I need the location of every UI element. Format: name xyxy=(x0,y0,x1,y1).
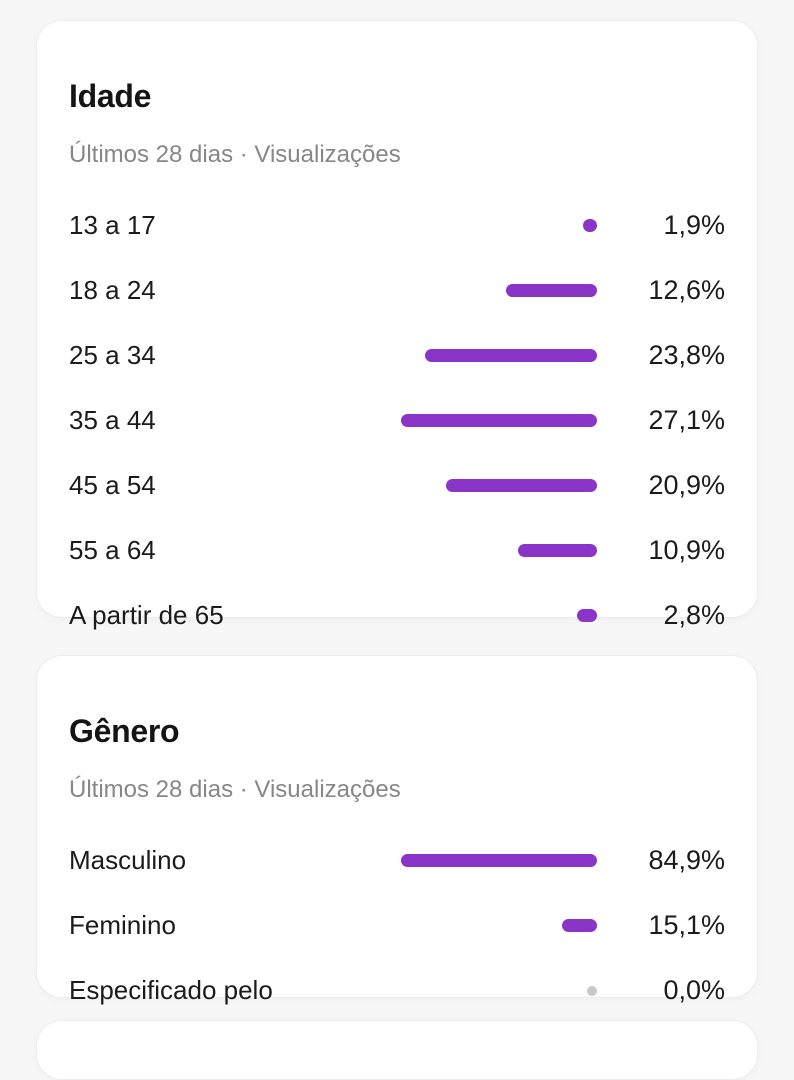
row-value-label: 1,9% xyxy=(663,210,725,241)
value-bar xyxy=(583,219,597,233)
chart-row: A partir de 65 2,8% xyxy=(69,583,725,648)
card-title-idade: Idade xyxy=(69,77,152,114)
card-subtitle-genero: Últimos 28 dias · Visualizações xyxy=(69,775,401,803)
chart-row: Especificado pelo 0,0% xyxy=(69,958,725,1023)
value-bar xyxy=(401,854,597,868)
chart-row: 25 a 34 23,8% xyxy=(69,323,725,388)
row-value-label: 10,9% xyxy=(648,535,725,566)
row-category-label: 45 a 54 xyxy=(69,470,156,501)
bar-zone xyxy=(401,284,597,298)
gender-insights-card: Gênero Últimos 28 dias · Visualizações M… xyxy=(36,655,758,1005)
age-bar-chart: 13 a 17 1,9% 18 a 24 12,6% 25 a 34 23,8% 35 a … xyxy=(69,193,725,648)
row-value-label: 20,9% xyxy=(648,470,725,501)
row-value-label: 15,1% xyxy=(648,910,725,941)
bar-zone xyxy=(401,414,597,428)
bar-zone xyxy=(401,985,597,996)
value-bar xyxy=(562,919,597,933)
row-value-label: 0,0% xyxy=(663,975,725,1006)
row-value-label: 27,1% xyxy=(648,405,725,436)
row-value-label: 23,8% xyxy=(648,340,725,371)
row-value-label: 12,6% xyxy=(648,275,725,306)
row-category-label: Feminino xyxy=(69,910,176,941)
chart-row: 45 a 54 20,9% xyxy=(69,453,725,518)
next-card-top-edge xyxy=(36,1020,758,1080)
age-insights-card: Idade Últimos 28 dias · Visualizações 13… xyxy=(36,20,758,630)
bar-zone xyxy=(401,854,597,868)
value-bar xyxy=(446,479,597,493)
value-bar xyxy=(518,544,597,558)
bar-zone xyxy=(401,479,597,493)
chart-row: 55 a 64 10,9% xyxy=(69,518,725,583)
chart-row: Feminino 15,1% xyxy=(69,893,725,958)
value-bar xyxy=(587,985,597,996)
row-value-label: 2,8% xyxy=(663,600,725,631)
row-category-label: Masculino xyxy=(69,845,187,876)
chart-row: 35 a 44 27,1% xyxy=(69,388,725,453)
value-bar xyxy=(401,414,597,428)
value-bar xyxy=(425,349,597,363)
bar-zone xyxy=(401,349,597,363)
row-category-label: 55 a 64 xyxy=(69,535,156,566)
chart-row: 18 a 24 12,6% xyxy=(69,258,725,323)
gender-bar-chart: Masculino 84,9% Feminino 15,1% Especificado … xyxy=(69,828,725,1023)
chart-row: Masculino 84,9% xyxy=(69,828,725,893)
card-subtitle-idade: Últimos 28 dias · Visualizações xyxy=(69,140,401,168)
row-category-label: 13 a 17 xyxy=(69,210,156,241)
bar-zone xyxy=(401,219,597,233)
row-value-label: 84,9% xyxy=(648,845,725,876)
row-category-label: 18 a 24 xyxy=(69,275,156,306)
chart-row: 13 a 17 1,9% xyxy=(69,193,725,258)
row-category-label: A partir de 65 xyxy=(69,600,224,631)
bar-zone xyxy=(401,919,597,933)
row-category-label: 35 a 44 xyxy=(69,405,156,436)
value-bar xyxy=(506,284,597,298)
value-bar xyxy=(577,609,597,623)
row-category-label: 25 a 34 xyxy=(69,340,156,371)
card-title-genero: Gênero xyxy=(69,712,180,749)
bar-zone xyxy=(401,609,597,623)
bar-zone xyxy=(401,544,597,558)
row-category-label: Especificado pelo xyxy=(69,975,273,1006)
